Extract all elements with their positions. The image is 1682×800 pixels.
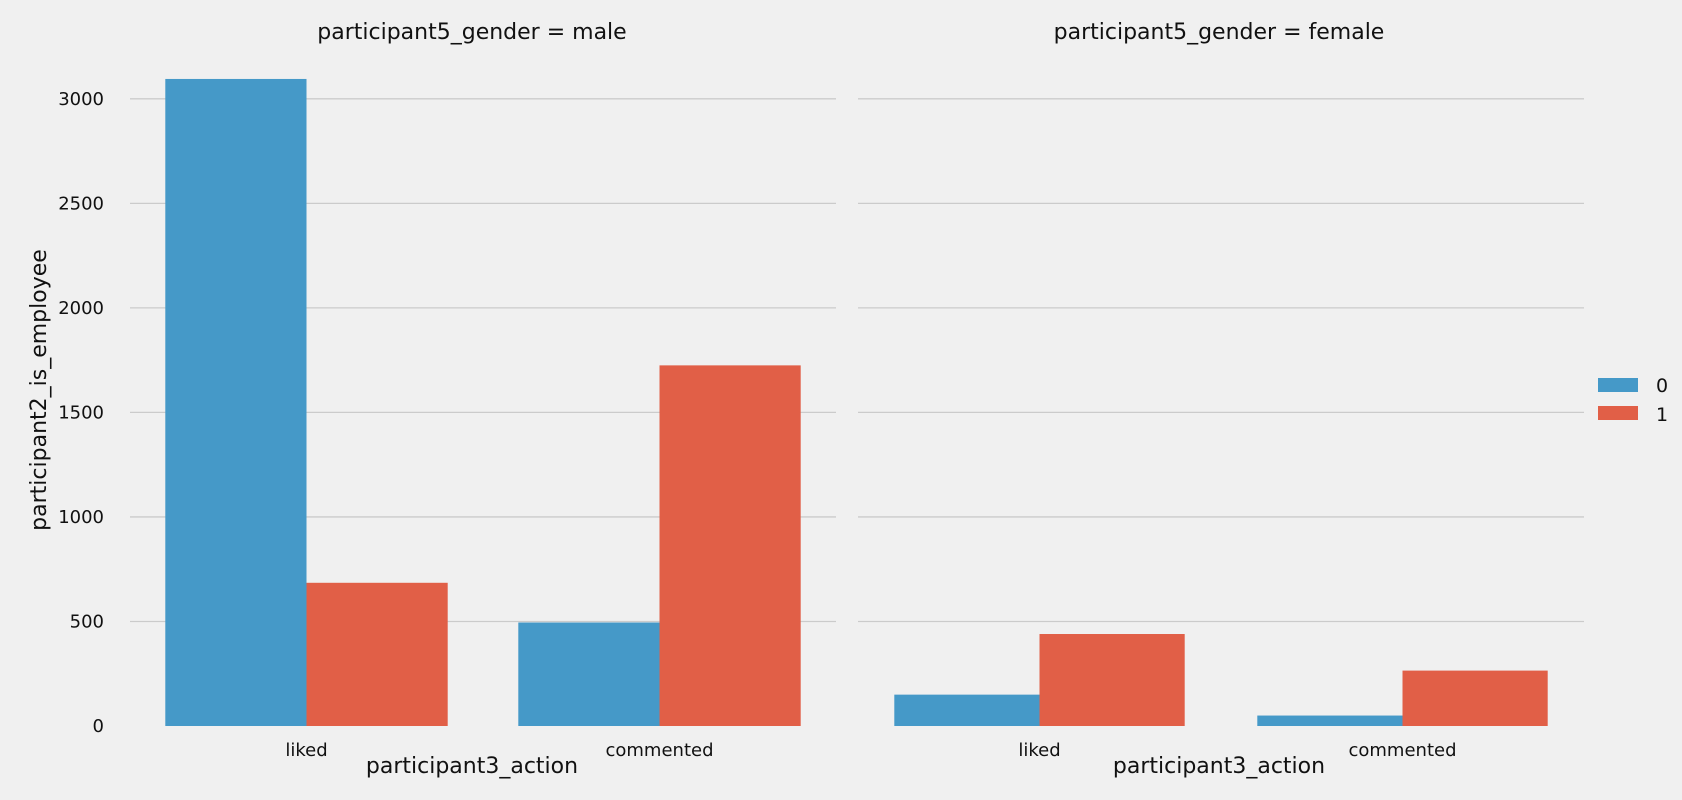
x-axis-label-male: participant3_action [366,754,578,779]
y-tick-label: 1000 [58,507,104,528]
panel-female: participant5_gender = female participant… [858,20,1584,779]
y-tick-label: 2000 [58,298,104,319]
legend-swatch-1 [1598,406,1638,420]
x-tick-label: commented [605,740,713,761]
bar-liked-series-1 [1039,634,1185,726]
legend: 0 1 [1598,375,1668,426]
x-tick-label: liked [285,740,327,761]
y-axis-label: participant2_is_employee [27,249,52,531]
bar-liked-series-0 [165,78,307,727]
gridlines [858,98,1584,623]
y-tick-label: 2500 [58,193,104,214]
panel-male: participant5_gender = male participant3_… [27,20,836,779]
y-tick-label: 0 [93,716,104,737]
legend-label-1: 1 [1656,404,1668,426]
x-axis-label-female: participant3_action [1113,754,1325,779]
legend-label-0: 0 [1656,375,1668,397]
y-tick-label: 1500 [58,402,104,423]
panel-title-female: participant5_gender = female [1054,20,1385,45]
bar-commented-series-0 [1257,715,1403,726]
bar-commented-series-0 [518,622,660,726]
y-tick-label: 500 [70,611,104,632]
bar-liked-series-1 [306,582,448,726]
panel-title-male: participant5_gender = male [317,20,626,45]
x-tick-label: commented [1348,740,1456,761]
x-tick-label: liked [1018,740,1060,761]
bar-commented-series-1 [659,365,801,726]
legend-swatch-0 [1598,378,1638,392]
bar-liked-series-0 [894,694,1040,726]
bar-commented-series-1 [1402,670,1548,726]
y-tick-label: 3000 [58,89,104,110]
